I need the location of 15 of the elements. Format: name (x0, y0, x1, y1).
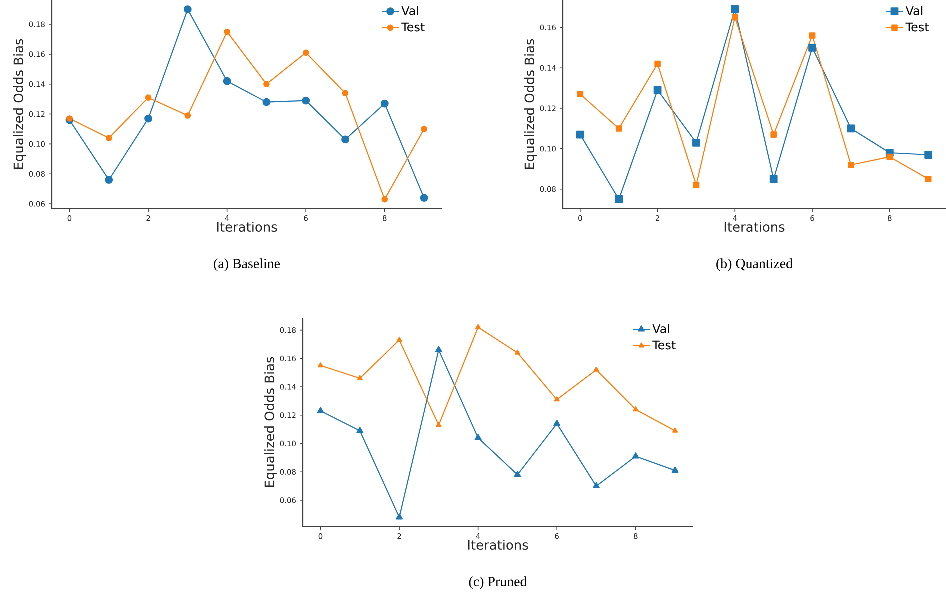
legend-label: Val (906, 6, 923, 16)
legend-label: Val (652, 324, 670, 334)
x-axis-title: Iterations (217, 222, 278, 232)
text: (c) Pruned (469, 576, 528, 590)
legend-label: Test (652, 340, 676, 350)
legend-label: Test (906, 22, 930, 32)
text: (a) Baseline (214, 258, 280, 272)
y-axis-title: Equalized Odds Bias (264, 357, 278, 487)
text: (b) Quantized (716, 258, 793, 272)
legend-label: Val (402, 6, 418, 16)
y-axis-title: Equalized Odds Bias (524, 39, 538, 169)
legend-label: Test (402, 22, 425, 32)
x-axis-title: Iterations (724, 222, 785, 232)
x-axis-title: Iterations (468, 540, 528, 550)
y-axis-title: Equalized Odds Bias (13, 39, 26, 169)
